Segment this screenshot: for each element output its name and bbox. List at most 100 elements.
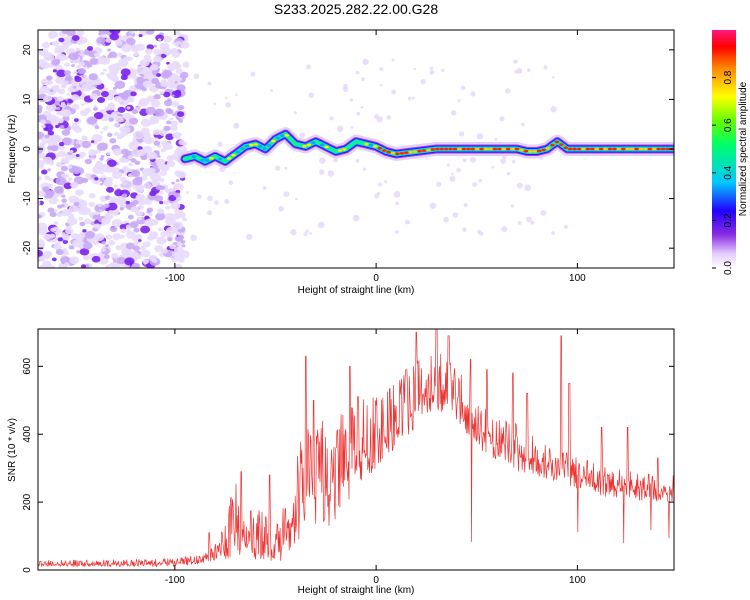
noise-speck	[234, 93, 238, 97]
noise-blob	[122, 112, 132, 120]
snr-frame	[37, 328, 675, 571]
noise-blob	[134, 254, 142, 260]
noise-blob	[146, 207, 154, 213]
ridge-peak	[324, 145, 329, 149]
noise-blob	[124, 121, 131, 127]
noise-blob	[38, 146, 43, 154]
noise-blob	[53, 58, 61, 64]
noise-blob	[156, 73, 162, 77]
noise-blob	[156, 208, 164, 214]
noise-blob	[163, 99, 173, 107]
noise-blob	[41, 169, 48, 175]
noise-blob	[156, 182, 161, 185]
ridge-peak	[377, 147, 382, 150]
noise-blob	[54, 209, 58, 212]
noise-blob	[171, 94, 175, 98]
noise-blob	[47, 130, 55, 136]
noise-blob	[178, 119, 183, 123]
noise-blob	[71, 35, 80, 41]
noise-blob	[106, 73, 111, 77]
ridge-peak	[395, 152, 400, 156]
noise-blob	[53, 84, 60, 90]
noise-blob	[105, 234, 113, 240]
noise-blob	[79, 49, 84, 53]
snr-y-tick-label: 200	[22, 493, 33, 510]
noise-blob	[107, 48, 111, 52]
noise-blob	[169, 243, 177, 250]
noise-speck	[550, 106, 557, 113]
noise-speck	[379, 83, 383, 87]
noise-speck	[309, 232, 312, 235]
noise-speck	[462, 227, 467, 232]
spectrogram-y-axis: -20 -10 0 10 20	[22, 44, 674, 255]
noise-blob	[138, 239, 142, 242]
noise-blob	[91, 86, 96, 90]
noise-blob	[176, 84, 186, 92]
noise-speck	[283, 191, 290, 198]
ridge-peak	[488, 147, 493, 151]
noise-blob	[135, 210, 143, 217]
noise-blob	[64, 62, 70, 67]
noise-speck	[355, 159, 360, 163]
noise-blob	[108, 196, 116, 202]
snr-y-tick-label: 400	[22, 425, 33, 442]
noise-blob	[78, 216, 84, 221]
noise-blob	[47, 114, 57, 122]
noise-blob	[114, 115, 124, 123]
noise-blob	[127, 155, 134, 160]
noise-blob	[56, 96, 64, 102]
noise-speck	[377, 191, 381, 195]
ridge-peak	[492, 147, 498, 151]
noise-speck	[458, 131, 465, 137]
noise-blob	[62, 115, 70, 122]
noise-blob	[178, 257, 185, 263]
noise-speck	[391, 89, 396, 95]
noise-blob	[73, 71, 78, 74]
noise-blob	[90, 140, 95, 144]
noise-blob	[116, 256, 126, 265]
ridge-peak	[373, 145, 378, 148]
noise-blob	[112, 233, 122, 240]
ridge-peak	[266, 144, 272, 147]
noise-blob	[92, 214, 100, 220]
noise-blob	[127, 96, 134, 101]
noise-blob	[68, 177, 73, 181]
noise-blob	[110, 262, 117, 268]
noise-speck	[290, 229, 297, 236]
noise-blob	[148, 212, 153, 217]
noise-blob	[173, 192, 181, 198]
noise-blob	[172, 221, 184, 230]
noise-blob	[155, 212, 166, 221]
noise-blob	[177, 104, 185, 111]
ridge-peak	[315, 141, 320, 144]
noise-blob	[64, 70, 71, 76]
noise-speck	[319, 157, 326, 164]
noise-speck	[526, 68, 531, 72]
noise-blob	[114, 189, 124, 197]
noise-speck	[441, 68, 445, 73]
noise-speck	[462, 158, 467, 163]
ridge-peak	[408, 150, 413, 154]
noise-speck	[494, 137, 498, 141]
spectrogram-y-tick-label: -10	[22, 191, 33, 206]
noise-blob	[73, 123, 78, 127]
noise-blob	[68, 195, 79, 204]
noise-speck	[233, 122, 240, 129]
noise-blob	[57, 204, 63, 209]
noise-blob	[86, 46, 94, 51]
ridge-peak	[545, 147, 551, 150]
noise-blob	[136, 76, 145, 84]
noise-blob	[63, 56, 69, 60]
noise-blob	[52, 69, 58, 73]
ridge-peak	[218, 157, 223, 161]
noise-blob	[38, 214, 43, 219]
noise-blob	[133, 240, 139, 245]
noise-speck	[197, 194, 202, 200]
noise-blob	[47, 168, 51, 172]
noise-blob	[91, 255, 101, 263]
noise-blob	[62, 250, 69, 256]
noise-speck	[513, 59, 518, 64]
noise-speck	[451, 172, 454, 176]
